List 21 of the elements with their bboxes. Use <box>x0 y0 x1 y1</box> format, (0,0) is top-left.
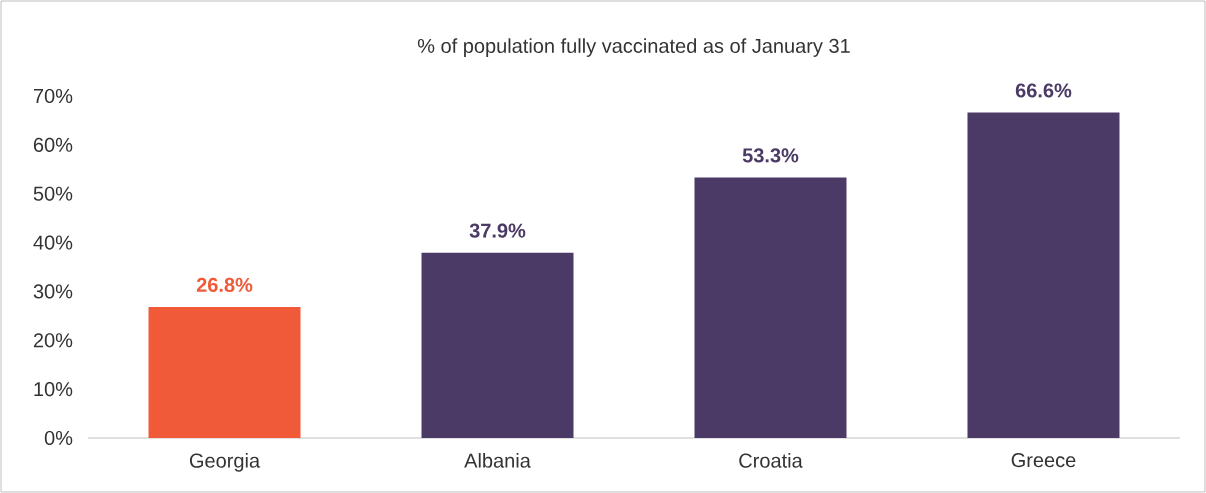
y-tick-label: 70% <box>33 88 73 104</box>
x-tick-label: Georgia <box>189 453 261 472</box>
bar <box>694 177 847 438</box>
bar <box>148 307 301 438</box>
y-tick-label: 60% <box>33 137 73 152</box>
x-tick-label: Albania <box>464 453 531 468</box>
data-label: 37.9% <box>469 223 526 238</box>
y-tick-label: 0% <box>44 430 73 446</box>
y-tick-label: 30% <box>33 284 73 299</box>
y-tick-label: 10% <box>34 382 73 397</box>
x-tick-label: Greece <box>1011 453 1076 468</box>
y-tick-label: 50% <box>33 186 73 201</box>
data-label: 66.6% <box>1015 83 1072 98</box>
bar <box>421 252 574 438</box>
data-label: 26.8% <box>196 277 253 292</box>
data-label: 53.3% <box>742 148 799 163</box>
chart-title: % of population fully vaccinated as of January 31 <box>417 38 850 57</box>
y-tick-label: 20% <box>33 333 73 348</box>
bar <box>967 112 1120 438</box>
y-tick-label: 40% <box>33 235 73 250</box>
x-tick-label: Croatia <box>739 453 803 468</box>
